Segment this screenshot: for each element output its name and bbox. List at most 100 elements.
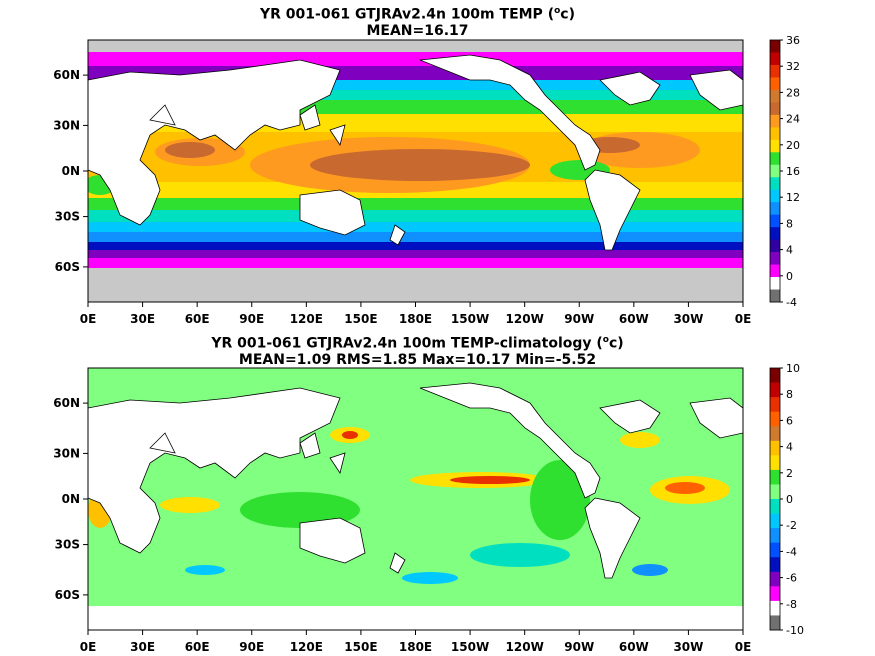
top-title-unit: o bbox=[554, 6, 561, 16]
lat-tick-label: 30N bbox=[53, 446, 80, 460]
colorbar-swatch bbox=[770, 382, 780, 398]
bottom-title-text: YR 001-061 GTJRAv2.4n 100m TEMP-climatol… bbox=[211, 335, 603, 352]
lat-tick-label: 60S bbox=[55, 588, 80, 602]
colorbar-label: 32 bbox=[786, 60, 800, 73]
lon-tick-label: 90E bbox=[239, 312, 264, 326]
colorbar-swatch bbox=[770, 600, 780, 616]
top-title-text: YR 001-061 GTJRAv2.4n 100m TEMP ( bbox=[260, 6, 555, 23]
lon-tick-label: 180E bbox=[399, 312, 432, 326]
lon-tick-label: 90W bbox=[564, 640, 594, 654]
colorbar-swatch bbox=[770, 368, 780, 384]
colorbar-swatch bbox=[770, 397, 780, 413]
colorbar-swatch bbox=[770, 426, 780, 442]
colorbar-label: 8 bbox=[786, 217, 793, 230]
bottom-land bbox=[88, 382, 743, 579]
lon-tick-label: 60E bbox=[185, 312, 210, 326]
colorbar-label: -10 bbox=[786, 624, 804, 637]
bottom-title-stats: MEAN=1.09 RMS=1.85 Max=10.17 Min=-5.52 bbox=[238, 351, 597, 368]
colorbar-swatch bbox=[770, 114, 780, 128]
colorbar-label: 10 bbox=[786, 362, 800, 375]
lon-tick-label: 150W bbox=[451, 312, 489, 326]
colorbar-swatch bbox=[770, 40, 780, 53]
colorbar-label: 4 bbox=[786, 441, 793, 454]
colorbar-label: 20 bbox=[786, 139, 800, 152]
colorbar-label: 36 bbox=[786, 34, 800, 47]
lat-tick-label: 60N bbox=[53, 396, 80, 410]
colorbar-swatch bbox=[770, 239, 780, 253]
lat-tick-label: 60S bbox=[55, 260, 80, 274]
colorbar-swatch bbox=[770, 277, 780, 291]
colorbar-label: 2 bbox=[786, 467, 793, 480]
colorbar-swatch bbox=[770, 513, 780, 529]
colorbar-label: 24 bbox=[786, 113, 800, 126]
colorbar-label: -4 bbox=[786, 296, 797, 309]
colorbar-swatch bbox=[770, 227, 780, 241]
colorbar-label: 0 bbox=[786, 493, 793, 506]
top-map-field bbox=[88, 40, 743, 302]
lon-tick-label: 30E bbox=[130, 640, 155, 654]
lat-tick-label: 0N bbox=[62, 492, 80, 506]
lon-tick-label: 60W bbox=[619, 640, 649, 654]
colorbar-swatch bbox=[770, 455, 780, 471]
colorbar-swatch bbox=[770, 440, 780, 456]
lat-tick-label: 30S bbox=[55, 210, 80, 224]
colorbar-label: -8 bbox=[786, 598, 797, 611]
bottom-colorbar: 10 8 6 4 2 0 -2 -4 -6 -8 -10 bbox=[769, 362, 804, 637]
colorbar-swatch bbox=[770, 469, 780, 485]
colorbar-swatch bbox=[770, 214, 780, 228]
bottom-title-end: c) bbox=[608, 335, 624, 352]
colorbar-label: -6 bbox=[786, 572, 797, 585]
lon-tick-label: 120W bbox=[506, 312, 544, 326]
top-map-title: YR 001-061 GTJRAv2.4n 100m TEMP (oc) MEA… bbox=[0, 3, 835, 39]
lon-tick-label: 0E bbox=[80, 640, 97, 654]
colorbar-swatch bbox=[770, 139, 780, 153]
colorbar-swatch bbox=[770, 102, 780, 116]
colorbar-swatch bbox=[770, 542, 780, 558]
lon-tick-label: 30W bbox=[673, 312, 703, 326]
colorbar-swatch bbox=[770, 77, 780, 91]
top-title-stats: MEAN=16.17 bbox=[366, 22, 469, 39]
colorbar-swatch bbox=[770, 411, 780, 427]
colorbar-swatch bbox=[770, 152, 780, 166]
lon-tick-label: 90W bbox=[564, 312, 594, 326]
colorbar-swatch bbox=[770, 264, 780, 278]
colorbar-swatch bbox=[770, 177, 780, 191]
bottom-map-title: YR 001-061 GTJRAv2.4n 100m TEMP-climatol… bbox=[0, 332, 835, 368]
top-title-end: c) bbox=[560, 6, 575, 23]
colorbar-label: 4 bbox=[786, 244, 793, 257]
lat-tick-label: 30S bbox=[55, 538, 80, 552]
colorbar-label: 28 bbox=[786, 86, 800, 99]
colorbar-label: 8 bbox=[786, 388, 793, 401]
colorbar-label: -2 bbox=[786, 519, 797, 532]
colorbar-swatch bbox=[770, 557, 780, 573]
lon-tick-label: 60E bbox=[185, 640, 210, 654]
colorbar-swatch bbox=[770, 89, 780, 103]
top-map: 0E 30E 60E 90E 120E 150E 180E 150W 120W 90W 60W 30W… bbox=[53, 34, 800, 326]
top-land bbox=[88, 54, 743, 251]
lat-tick-label: 30N bbox=[53, 118, 80, 132]
colorbar-swatch bbox=[770, 52, 780, 66]
lat-tick-label: 60N bbox=[53, 68, 80, 82]
colorbar-label: 6 bbox=[786, 414, 793, 427]
lon-tick-label: 150W bbox=[451, 640, 489, 654]
colorbar-swatch bbox=[770, 289, 780, 303]
top-colorbar: 36 32 28 24 20 16 12 8 4 0 -4 bbox=[769, 34, 800, 309]
lon-tick-label: 60W bbox=[619, 312, 649, 326]
colorbar-swatch bbox=[770, 571, 780, 587]
top-lon-axis: 0E 30E 60E 90E 120E 150E 180E 150W 120W 90W 60W 30W… bbox=[80, 302, 751, 326]
lon-tick-label: 30W bbox=[673, 640, 703, 654]
lon-tick-label: 0E bbox=[735, 640, 752, 654]
lon-tick-label: 150E bbox=[344, 312, 377, 326]
bottom-lat-axis: 60N 30N 0N 30S 60S bbox=[53, 396, 88, 602]
colorbar-label: 16 bbox=[786, 165, 800, 178]
lon-tick-label: 150E bbox=[344, 640, 377, 654]
bottom-lon-axis: 0E 30E 60E 90E 120E 150E 180E 150W 120W 90W 60W 30W… bbox=[80, 630, 752, 654]
lon-tick-label: 180E bbox=[399, 640, 432, 654]
colorbar-swatch bbox=[770, 164, 780, 178]
colorbar-swatch bbox=[770, 528, 780, 544]
colorbar-swatch bbox=[770, 499, 780, 515]
lon-tick-label: 30E bbox=[130, 312, 155, 326]
lon-tick-label: 0E bbox=[80, 312, 97, 326]
lon-tick-label: 120E bbox=[290, 312, 323, 326]
colorbar-swatch bbox=[770, 484, 780, 500]
